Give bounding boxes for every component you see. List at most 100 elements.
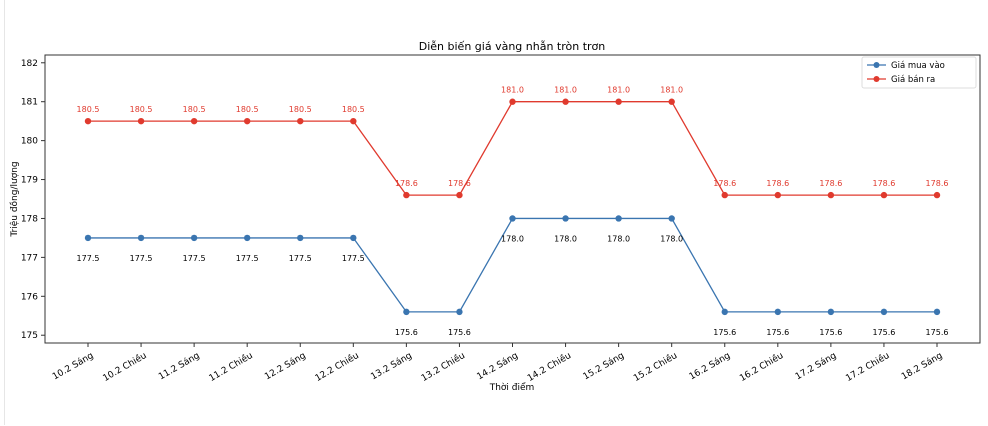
y-tick-label: 182 bbox=[21, 59, 38, 69]
data-point bbox=[297, 117, 304, 125]
data-label: 178.6 bbox=[395, 179, 418, 188]
data-point bbox=[880, 308, 888, 316]
data-point bbox=[933, 191, 941, 199]
data-label: 178.0 bbox=[660, 234, 683, 243]
data-point bbox=[827, 308, 835, 316]
data-point bbox=[562, 215, 569, 222]
chart-title: Diễn biến giá vàng nhẫn tròn trơn bbox=[419, 40, 606, 53]
x-tick-label: 11.2 Chiều bbox=[207, 350, 255, 384]
data-label: 177.5 bbox=[77, 254, 100, 263]
legend-marker bbox=[873, 76, 880, 82]
data-label: 178.6 bbox=[872, 179, 895, 188]
x-tick-label: 14.2 Sáng bbox=[476, 351, 520, 382]
x-tick-label: 11.2 Sáng bbox=[157, 351, 201, 382]
x-tick-label: 12.2 Chiều bbox=[313, 350, 361, 384]
data-label: 180.5 bbox=[130, 105, 153, 114]
data-label: 177.5 bbox=[289, 254, 312, 263]
x-tick-label: 13.2 Chiều bbox=[419, 350, 467, 384]
data-point bbox=[84, 234, 92, 242]
x-tick-label: 17.2 Sáng bbox=[794, 351, 838, 382]
data-point bbox=[509, 215, 516, 222]
x-tick-label: 16.2 Sáng bbox=[688, 351, 732, 382]
x-tick-label: 17.2 Chiều bbox=[844, 350, 892, 384]
x-tick-label: 15.2 Chiều bbox=[632, 350, 680, 384]
data-label: 177.5 bbox=[130, 254, 153, 263]
data-point bbox=[562, 98, 569, 105]
data-point bbox=[721, 191, 728, 199]
data-label: 178.0 bbox=[554, 234, 577, 243]
data-label: 178.6 bbox=[766, 179, 789, 188]
data-point bbox=[243, 117, 251, 125]
plot-area bbox=[44, 54, 981, 344]
legend-label: Giá bán ra bbox=[891, 75, 935, 85]
legend-marker bbox=[873, 62, 880, 68]
data-label: 175.6 bbox=[713, 328, 736, 337]
data-point bbox=[137, 117, 145, 125]
x-axis-label: Thời điểm bbox=[489, 382, 535, 393]
legend-label: Giá mua vào bbox=[891, 61, 945, 71]
data-label: 175.6 bbox=[395, 328, 418, 337]
data-label: 177.5 bbox=[236, 254, 259, 263]
data-point bbox=[350, 234, 357, 242]
data-label: 175.6 bbox=[448, 328, 471, 337]
y-tick-label: 177 bbox=[21, 253, 38, 263]
data-label: 181.0 bbox=[501, 86, 524, 95]
y-tick-label: 179 bbox=[21, 176, 38, 186]
legend-box bbox=[861, 56, 977, 89]
x-tick-label: 13.2 Sáng bbox=[369, 351, 413, 382]
data-label: 180.5 bbox=[236, 105, 259, 114]
y-tick-label: 181 bbox=[21, 98, 38, 108]
data-point bbox=[456, 191, 463, 199]
series-line bbox=[88, 217, 937, 313]
data-point bbox=[668, 98, 675, 105]
data-point bbox=[721, 308, 728, 316]
x-tick-label: 18.2 Sáng bbox=[900, 351, 944, 382]
data-label: 180.5 bbox=[342, 105, 365, 114]
data-label: 180.5 bbox=[289, 105, 312, 114]
data-label: 178.6 bbox=[713, 179, 736, 188]
series-line bbox=[88, 101, 937, 196]
data-label: 180.5 bbox=[77, 105, 100, 114]
y-tick-label: 175 bbox=[21, 331, 38, 341]
data-label: 175.6 bbox=[766, 328, 789, 337]
data-point bbox=[297, 234, 304, 242]
data-point bbox=[84, 117, 92, 125]
data-label: 181.0 bbox=[607, 86, 630, 95]
data-point bbox=[456, 308, 463, 316]
y-axis-label: Triệu đồng/lượng bbox=[9, 161, 20, 237]
data-label: 180.5 bbox=[183, 105, 206, 114]
data-label: 181.0 bbox=[660, 86, 683, 95]
chart-frame bbox=[4, 0, 988, 425]
x-tick-label: 15.2 Sáng bbox=[582, 351, 626, 382]
data-label: 178.0 bbox=[607, 234, 630, 243]
data-point bbox=[243, 234, 251, 242]
data-label: 178.6 bbox=[926, 179, 949, 188]
data-label: 175.6 bbox=[872, 328, 895, 337]
y-tick-label: 180 bbox=[21, 137, 38, 147]
data-label: 178.6 bbox=[819, 179, 842, 188]
x-tick-label: 12.2 Sáng bbox=[263, 351, 307, 382]
data-label: 178.6 bbox=[448, 179, 471, 188]
y-tick-label: 176 bbox=[21, 292, 38, 302]
data-point bbox=[137, 234, 145, 242]
data-point bbox=[774, 308, 782, 316]
data-point bbox=[509, 98, 516, 105]
data-point bbox=[403, 191, 410, 199]
data-point bbox=[615, 215, 622, 222]
x-tick-label: 10.2 Chiều bbox=[101, 350, 149, 384]
data-point bbox=[190, 234, 198, 242]
data-point bbox=[668, 215, 675, 222]
data-point bbox=[827, 191, 835, 199]
y-tick-label: 178 bbox=[21, 214, 38, 224]
data-point bbox=[350, 117, 357, 125]
data-point bbox=[403, 308, 410, 316]
x-tick-label: 10.2 Sáng bbox=[51, 351, 95, 382]
data-point bbox=[615, 98, 622, 105]
data-label: 178.0 bbox=[501, 234, 524, 243]
data-point bbox=[933, 308, 941, 316]
x-tick-label: 14.2 Chiều bbox=[525, 350, 573, 384]
data-label: 175.6 bbox=[926, 328, 949, 337]
data-point bbox=[880, 191, 888, 199]
data-label: 177.5 bbox=[183, 254, 206, 263]
